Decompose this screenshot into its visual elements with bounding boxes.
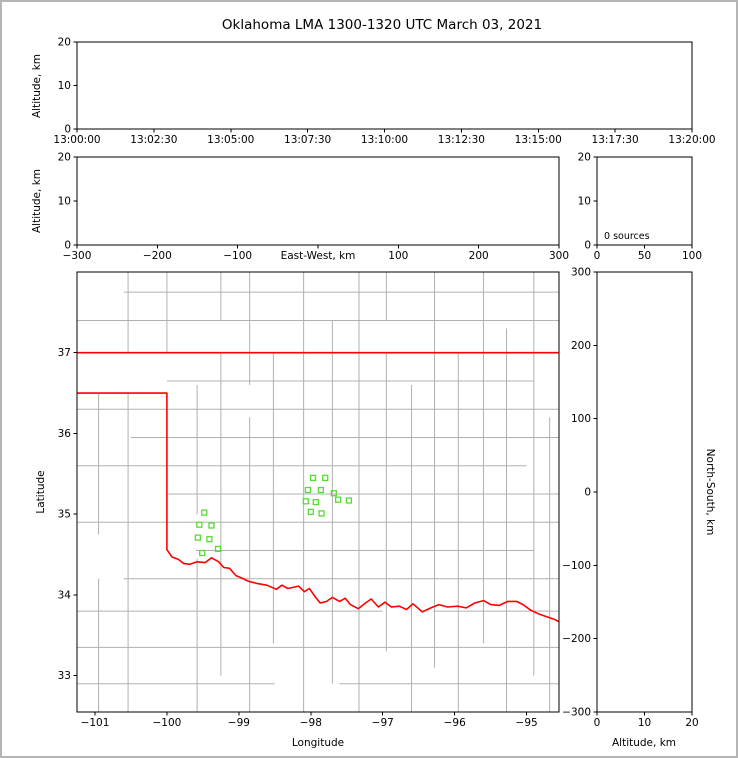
ns-height-xlabel: Altitude, km: [612, 737, 676, 749]
time-height-x-tick-label: 13:10:00: [361, 134, 408, 146]
station-marker: [345, 497, 353, 504]
north-south-height-y-tick-label: 300: [571, 267, 591, 279]
north-south-height-y-tick-label: 200: [571, 340, 591, 352]
station-marker: [214, 545, 222, 553]
east-west-height-x-tick-label: −300: [63, 250, 92, 262]
station-marker: [208, 522, 215, 529]
plan-view-map-x-tick-label: −97: [372, 717, 394, 729]
station-marker: [199, 549, 206, 557]
time-height-y-tick-label: 20: [58, 37, 71, 49]
station-marker: [309, 474, 317, 482]
east-west-height-x-tick-label: −100: [223, 250, 252, 262]
north-south-height-x-tick-label: 10: [638, 717, 651, 729]
plan-view-map-x-tick-label: −95: [516, 717, 538, 729]
station-marker: [317, 486, 325, 494]
time-height-x-tick-label: 13:00:00: [53, 134, 100, 146]
station-marker: [322, 474, 329, 482]
east-west-height-x-tick-label: 100: [388, 250, 408, 262]
station-marker: [334, 496, 342, 503]
east-west-height-x-tick-label: −200: [143, 250, 172, 262]
time-height-x-tick-label: 13:07:30: [284, 134, 331, 146]
generated-plot-elements: 13:00:00 13:02:30 13:05:00 13:07:30 13:10:00…: [53, 37, 715, 730]
east-west-height-x-tick-label: 200: [469, 250, 489, 262]
station-marker: [302, 498, 309, 505]
station-marker: [318, 510, 325, 517]
altitude-histogram-x-tick-label: 50: [638, 250, 651, 262]
north-south-height-x-tick-label: 0: [594, 717, 601, 729]
time-height-x-tick-label: 13:17:30: [592, 134, 639, 146]
plan-view-map-x-tick-label: −100: [153, 717, 182, 729]
time-height-y-tick-label: 10: [58, 80, 71, 92]
ns-height-ylabel: North-South, km: [704, 449, 716, 536]
plan-view-map-y-tick-label: 34: [58, 589, 72, 601]
time-height-ylabel: Altitude, km: [31, 54, 43, 118]
time-height-y-tick-label: 0: [64, 124, 71, 136]
north-south-height-x-tick-label: 20: [685, 717, 698, 729]
east-west-height-frame: [76, 156, 560, 246]
east-west-height-x-tick-label: 300: [549, 250, 569, 262]
plan-view-map-x-tick-label: −101: [81, 717, 110, 729]
plan-view-map-x-tick-label: −99: [228, 717, 250, 729]
altitude-histogram-x-tick-label: 0: [594, 250, 601, 262]
source-count-annotation: 0 sources: [604, 231, 650, 242]
altitude-histogram-y-tick-label: 10: [578, 196, 591, 208]
plan-view-map-y-tick-label: 36: [58, 428, 72, 440]
north-south-height-y-tick-label: 100: [571, 413, 591, 425]
station-marker: [304, 486, 312, 494]
east-west-height-y-tick-label: 0: [64, 240, 71, 252]
station-marker: [201, 509, 208, 516]
plan-view-map-x-tick-label: −96: [444, 717, 466, 729]
time-height-x-tick-label: 13:05:00: [207, 134, 254, 146]
station-marker: [196, 521, 203, 528]
east-west-xlabel: East-West, km: [281, 250, 356, 262]
map-content-layer: [77, 272, 559, 712]
north-south-height-y-tick-label: −200: [562, 633, 591, 645]
time-height-x-tick-label: 13:12:30: [438, 134, 485, 146]
plan-view-map-y-tick-label: 37: [58, 347, 71, 359]
altitude-histogram-y-tick-label: 20: [578, 152, 591, 164]
station-marker: [307, 508, 314, 515]
time-height-frame: [76, 41, 693, 130]
altitude-histogram-x-tick-label: 100: [682, 250, 702, 262]
north-south-height-frame: [596, 271, 693, 713]
station-marker: [330, 490, 337, 497]
time-height-x-tick-label: 13:20:00: [668, 134, 715, 146]
station-marker: [194, 534, 202, 541]
time-height-x-tick-label: 13:15:00: [515, 134, 562, 146]
plan-view-map-frame-top: [76, 271, 560, 713]
figure-title: Oklahoma LMA 1300-1320 UTC March 03, 202…: [222, 17, 542, 33]
state-border-line: [77, 392, 559, 623]
north-south-height-y-tick-label: −100: [562, 560, 591, 572]
map-ylabel-latitude: Latitude: [35, 470, 47, 513]
north-south-height-y-tick-label: 0: [584, 487, 591, 499]
east-west-height-y-tick-label: 20: [58, 152, 71, 164]
plan-view-map-y-tick-label: 33: [58, 670, 71, 682]
time-height-x-tick-label: 13:02:30: [130, 134, 177, 146]
station-marker: [206, 536, 213, 543]
station-marker: [312, 498, 319, 506]
north-south-height-y-tick-label: −300: [562, 707, 591, 719]
map-xlabel-longitude: Longitude: [292, 737, 344, 749]
plan-view-map-y-tick-label: 35: [58, 509, 71, 521]
east-west-height-y-tick-label: 10: [58, 196, 71, 208]
east-west-ylabel: Altitude, km: [31, 169, 43, 233]
altitude-histogram-y-tick-label: 0: [584, 240, 591, 252]
plan-view-map-x-tick-label: −98: [300, 717, 322, 729]
